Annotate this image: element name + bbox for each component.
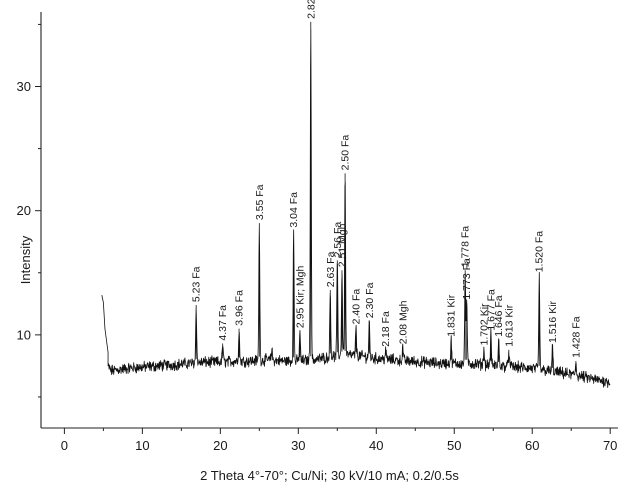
y-tick-label: 30 [17,79,31,94]
y-axis-title: Intensity [18,235,33,284]
plot-area [40,12,618,429]
peak-label: 2.51 Mgh [337,223,349,267]
peak-label: 2.95 Kir; Mgh [294,265,306,328]
peak-label: 2.50 Fa [340,135,352,171]
y-tick-label: 20 [17,203,31,218]
peak-label: 3.96 Fa [234,290,246,326]
y-axis-ticks: 10 20 30 [17,23,41,398]
peak-label: 5.23 Fa [191,266,203,302]
peak-label: 1.428 Fa [570,316,582,358]
peak-label: 2.08 Mgh [397,300,409,344]
peak-label: 4.37 Fa [217,305,229,341]
diffraction-pattern-line [101,21,611,389]
x-tick-label: 50 [447,438,461,453]
x-tick-label: 40 [369,438,383,453]
peak-label: 1.773 Fa [461,258,473,300]
peak-label: 2.82 Fa [305,0,317,19]
x-axis-ticks: 0 10 20 30 40 50 60 70 [61,428,617,453]
x-tick-label: 20 [213,438,227,453]
peak-label: 1.677 Fa [485,289,497,331]
x-axis-title: 2 Theta 4°-70°; Cu/Ni; 30 kV/10 mA; 0.2/… [200,468,459,483]
peak-label: 1.613 Kir [503,304,515,347]
x-tick-label: 30 [291,438,305,453]
peak-label: 1.831 Kir [446,294,458,337]
peak-label: 1.702 Kir [478,303,490,346]
peak-label: 1.646 Fa [493,295,505,337]
peak-label: 2.18 Fa [380,311,392,347]
peak-label: 3.55 Fa [254,184,266,220]
peak-label: 1.520 Fa [534,231,546,273]
peak-label: 1.778 Fa [460,226,472,268]
peak-label: 1.516 Kir [547,300,559,343]
peak-labels: 5.23 Fa 4.37 Fa 3.96 Fa 3.55 Fa 3.04 Fa 2.95 … [191,0,583,358]
peak-label: 2.40 Fa [351,289,363,325]
x-tick-label: 10 [135,438,149,453]
x-tick-label: 70 [603,438,617,453]
x-tick-label: 60 [525,438,539,453]
peak-label: 2.30 Fa [364,282,376,318]
peak-label: 3.04 Fa [288,192,300,228]
peak-label: 2.63 Fa [325,251,337,287]
x-tick-label: 0 [61,438,68,453]
peak-label: 2.56 Fa [332,222,344,258]
y-tick-label: 10 [17,327,31,342]
